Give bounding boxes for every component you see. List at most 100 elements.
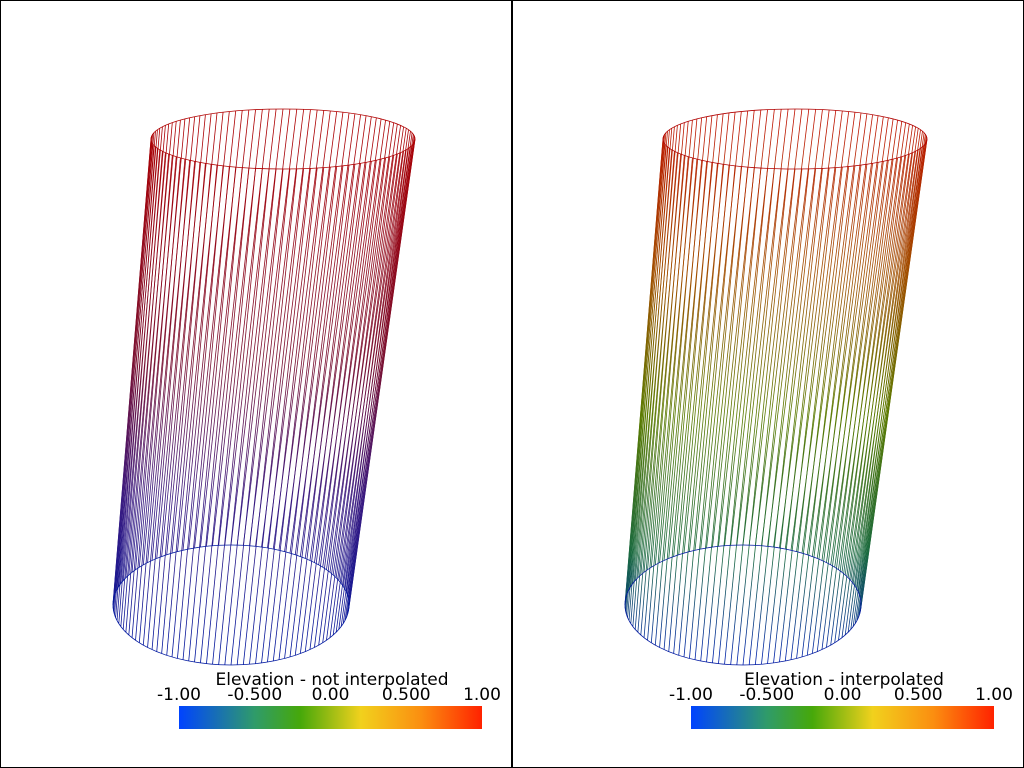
- mesh-edge: [806, 113, 868, 555]
- colorbar-tick-label: 0.500: [382, 685, 431, 705]
- mesh-edge: [177, 165, 224, 659]
- mesh-edge: [830, 118, 894, 565]
- mesh-edge: [289, 164, 350, 658]
- mesh-edge: [841, 122, 907, 573]
- mesh-edge: [694, 111, 742, 551]
- mesh-edge: [761, 109, 817, 546]
- mesh-edge: [255, 109, 311, 547]
- mesh-edge: [712, 167, 762, 663]
- mesh-edge: [773, 167, 830, 664]
- colorbar-tick-label: -0.500: [739, 685, 794, 705]
- colorbar-tick-label: 0.500: [894, 685, 943, 705]
- mesh-edge: [212, 109, 263, 546]
- mesh-edge: [236, 168, 291, 665]
- mesh-edge: [299, 114, 361, 557]
- mesh-edge: [125, 125, 166, 578]
- mesh-edge: [135, 121, 177, 570]
- mesh-edge: [347, 135, 415, 599]
- mesh-edge: [344, 131, 411, 590]
- mesh-edge: [630, 129, 670, 587]
- mesh-edge: [844, 123, 910, 576]
- mesh-edge: [637, 125, 678, 578]
- mesh-edge: [242, 109, 298, 546]
- colorbar-tick-label: -0.500: [227, 685, 282, 705]
- mesh-edge: [628, 131, 668, 590]
- mesh-edge: [120, 128, 161, 584]
- mesh-edge: [284, 112, 344, 552]
- mesh-edge: [188, 110, 237, 550]
- mesh-edge: [340, 128, 407, 584]
- colorbar-tick-label: 1.00: [975, 685, 1013, 705]
- mesh-edge: [338, 126, 404, 581]
- mesh-edge: [796, 165, 856, 659]
- mesh-edge: [773, 109, 830, 548]
- top-rim: [662, 108, 928, 170]
- mesh-edge: [304, 115, 367, 559]
- colorbar-title: Elevation - not interpolated: [215, 670, 448, 690]
- mesh-edge: [736, 108, 789, 546]
- mesh-edge: [255, 168, 311, 664]
- mesh-edge: [166, 113, 212, 555]
- mesh-edge: [188, 166, 237, 662]
- mesh-edge: [261, 167, 318, 664]
- mesh-edge: [115, 132, 155, 593]
- mesh-edge: [182, 111, 230, 551]
- mesh-edge: [694, 166, 742, 660]
- mesh-edge: [640, 123, 682, 576]
- mesh-edge: [748, 168, 803, 665]
- mesh-edge: [314, 117, 377, 563]
- mesh-edge: [858, 132, 925, 593]
- mesh-edge: [200, 109, 250, 548]
- mesh-edge: [332, 123, 398, 576]
- mesh-edge: [650, 120, 693, 568]
- mesh-edge: [625, 135, 665, 599]
- mesh-edge: [859, 134, 926, 596]
- mesh-edge: [712, 109, 762, 548]
- mesh-edge: [627, 132, 667, 593]
- mesh-edge: [742, 108, 796, 546]
- mesh-edge: [816, 162, 879, 652]
- mesh-edge: [206, 109, 256, 547]
- mesh-edge: [224, 168, 277, 665]
- mesh-edge: [801, 112, 862, 554]
- mesh-edge: [689, 165, 736, 659]
- mesh-edge: [249, 109, 305, 546]
- mesh-edge: [294, 113, 356, 555]
- mesh-edge: [177, 112, 224, 552]
- mesh-edge: [748, 108, 803, 546]
- mesh-edge: [730, 109, 782, 546]
- mesh-edge: [118, 129, 158, 587]
- mesh-edge: [322, 120, 386, 568]
- mesh-edge: [212, 168, 263, 665]
- mesh-edge: [289, 112, 350, 554]
- mesh-edge: [647, 121, 689, 570]
- mesh-edge: [151, 116, 196, 561]
- mesh-edge: [856, 131, 923, 590]
- mesh-edge: [852, 128, 919, 584]
- mesh-edge: [700, 166, 749, 662]
- mesh-edge: [147, 117, 191, 563]
- mesh-edge: [854, 129, 921, 587]
- mesh-edge: [267, 110, 325, 548]
- bottom-rim: [112, 544, 350, 666]
- mesh-edge: [706, 167, 755, 663]
- mesh-edge: [659, 117, 703, 563]
- mesh-edge: [242, 168, 298, 665]
- mesh-edge: [754, 109, 810, 546]
- colorbar: [691, 706, 994, 729]
- mesh-edge: [860, 137, 928, 602]
- mesh-edge: [346, 132, 413, 593]
- mesh-edge: [236, 108, 291, 546]
- colorbar-tick-label: 0.00: [312, 685, 350, 705]
- mesh-edge: [267, 167, 325, 663]
- mesh-edge: [278, 111, 338, 551]
- mesh-edge: [131, 122, 173, 573]
- bottom-rim: [624, 544, 862, 666]
- mesh-edge: [230, 168, 284, 666]
- mesh-edge: [700, 110, 749, 550]
- mesh-edge: [668, 115, 713, 559]
- mesh-edge: [654, 118, 698, 565]
- mesh-edge: [224, 108, 277, 546]
- mesh-edge: [261, 109, 318, 548]
